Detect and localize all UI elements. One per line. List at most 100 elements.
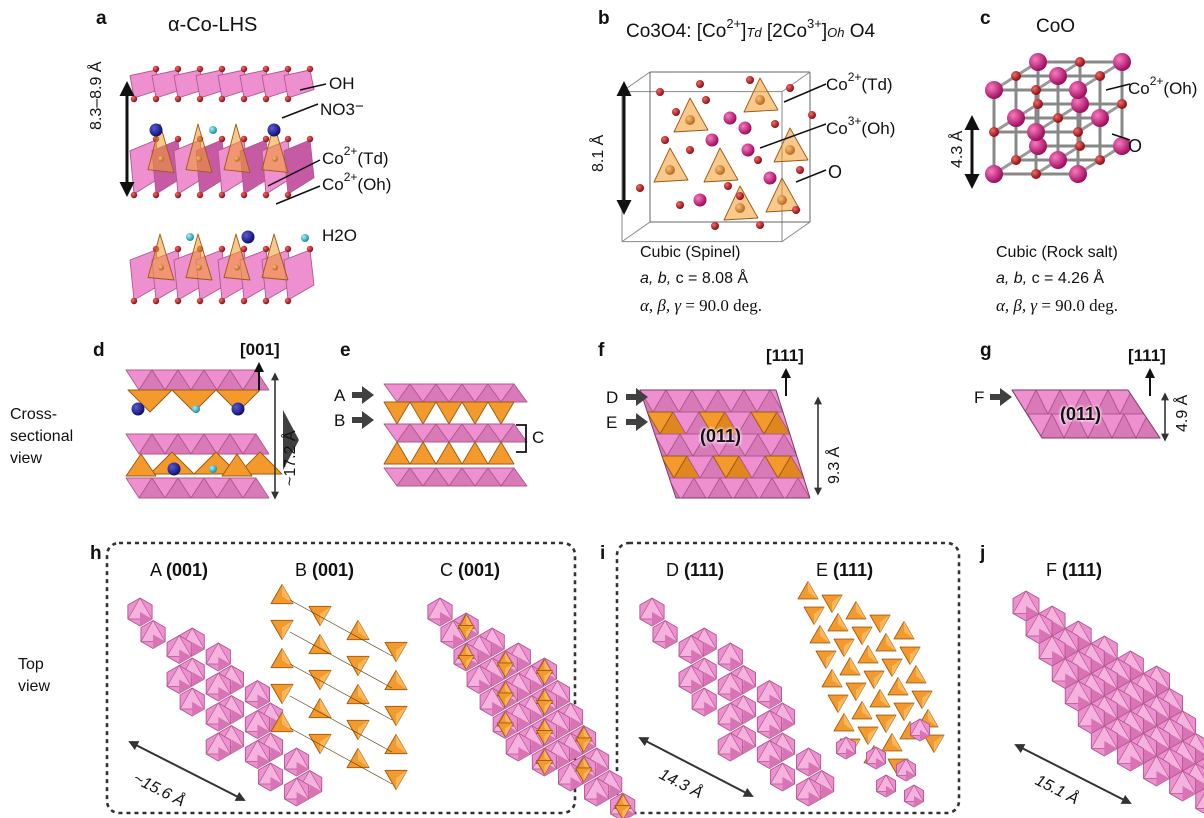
octahedron-face	[835, 390, 861, 412]
panel-a-nitrate-label: NO3−	[320, 98, 364, 119]
panel-c-o-label: O	[1128, 136, 1143, 156]
panel-h-c-title: C (001)	[440, 560, 501, 580]
oxygen-atom	[672, 108, 680, 116]
oxygen-atom	[262, 95, 270, 103]
panel-f-letter: f	[598, 340, 605, 361]
cobalt-atom	[1069, 81, 1087, 99]
interlayer-ion	[192, 405, 200, 413]
tetrahedron-side	[127, 389, 173, 413]
cobalt-atom	[1091, 109, 1109, 127]
tetrahedron	[223, 233, 251, 281]
lattice-guide	[289, 599, 393, 657]
interlayer-ion	[241, 230, 255, 244]
interlayer-ion	[267, 123, 281, 137]
cube-edge	[621, 71, 651, 93]
oxygen-atom	[196, 95, 204, 103]
top-view-row-label: Top view	[18, 656, 51, 695]
oxygen-atom	[196, 297, 204, 305]
cobalt-atom	[1049, 67, 1067, 85]
panel-c-co-label: Co2+(Oh)	[1128, 74, 1198, 98]
interlayer-ion	[209, 126, 217, 134]
layer-octahedron	[283, 139, 315, 195]
octahedron-face	[242, 433, 270, 455]
panel-j-width-arrow	[1014, 744, 1132, 804]
panel-f-outline	[639, 389, 811, 499]
oxygen-atom	[661, 136, 669, 144]
panel-d-direction-label: [001]	[240, 340, 280, 359]
cube-edge	[621, 221, 651, 243]
oxygen-atom	[174, 245, 182, 253]
tetrahedron	[223, 123, 251, 173]
cobalt-oh-atom	[723, 111, 737, 125]
tetrahedron	[743, 77, 779, 113]
leader-line	[299, 83, 327, 91]
tetrahedron	[185, 233, 213, 281]
oxygen-atom	[174, 191, 182, 199]
oxygen-atom	[174, 135, 182, 143]
panel-g-direction-label: [111]	[1128, 346, 1166, 365]
oxygen-atom	[1033, 99, 1043, 109]
panel-b-structure	[621, 71, 827, 243]
tetrahedron-side	[383, 441, 411, 465]
oxygen-atom	[262, 191, 270, 199]
oxygen-atom	[240, 135, 248, 143]
cobalt-atom	[196, 264, 202, 271]
octahedron-face	[640, 433, 655, 457]
panel-g-row-f: F	[974, 388, 985, 407]
tetrahedron-side	[171, 389, 217, 413]
oxygen-atom	[1073, 127, 1083, 137]
oxygen-atom	[218, 65, 226, 73]
panel-a-title: α-Co-LHS	[168, 14, 258, 36]
leader-line	[275, 185, 321, 205]
row-marker-arrows	[283, 386, 1012, 470]
panel-a-oh-label: OH	[329, 74, 355, 93]
panel-b-angles: α, β, γ = 90.0 deg.	[640, 296, 762, 315]
cobalt-atom	[1029, 137, 1047, 155]
tetrahedron	[261, 233, 289, 281]
tetrahedron	[261, 123, 289, 173]
panel-b-co-td-label: Co2+(Td)	[826, 70, 893, 94]
panel-h-width-arrow	[128, 741, 246, 801]
panel-c-title: CoO	[1036, 16, 1076, 37]
panel-c-structure	[985, 53, 1131, 183]
oxygen-atom	[284, 135, 292, 143]
oxygen-atom	[771, 120, 779, 128]
tetrahedron	[147, 123, 175, 173]
cobalt-atom	[1007, 109, 1025, 127]
cobalt-atom	[158, 155, 164, 162]
cobalt-atom	[985, 165, 1003, 183]
tetrahedron-face	[802, 411, 810, 435]
cobalt-td-atom	[735, 203, 745, 213]
octahedron-face	[500, 467, 528, 487]
oxygen-atom	[656, 88, 664, 96]
oxygen-atom	[792, 206, 800, 214]
tetrahedron	[723, 185, 759, 221]
panel-i-width-arrow	[638, 737, 754, 797]
oxygen-atom	[174, 297, 182, 305]
octahedron-face	[856, 456, 882, 478]
oxygen-atom	[240, 95, 248, 103]
panel-e-bracket	[516, 424, 527, 453]
cobalt-atom	[196, 155, 202, 162]
oxygen-atom	[130, 191, 138, 199]
oxygen-atom	[130, 95, 138, 103]
octahedron-face	[500, 423, 528, 443]
leader-line	[1111, 133, 1131, 141]
oxygen-atom	[240, 191, 248, 199]
oxygen-atom	[786, 84, 794, 92]
cross-section-row-label: Cross-sectional view	[10, 406, 74, 467]
panel-j-letter: j	[980, 543, 986, 564]
cobalt-td-atom	[777, 195, 787, 205]
panel-d-spacing-label: ~17.2 Å	[282, 430, 299, 486]
oxygen-atom	[130, 297, 138, 305]
tetrahedron	[773, 127, 809, 163]
panel-f-row-e: E	[606, 413, 618, 432]
panel-e-letter: e	[340, 340, 351, 361]
cobalt-td-atom	[685, 115, 695, 125]
panel-h-a-title: A (001)	[150, 560, 209, 580]
oxygen-atom	[746, 76, 754, 84]
oxygen-atom	[218, 191, 226, 199]
cobalt-atom	[1029, 53, 1047, 71]
layer-octahedron	[283, 249, 315, 301]
tetrahedron	[673, 97, 709, 133]
